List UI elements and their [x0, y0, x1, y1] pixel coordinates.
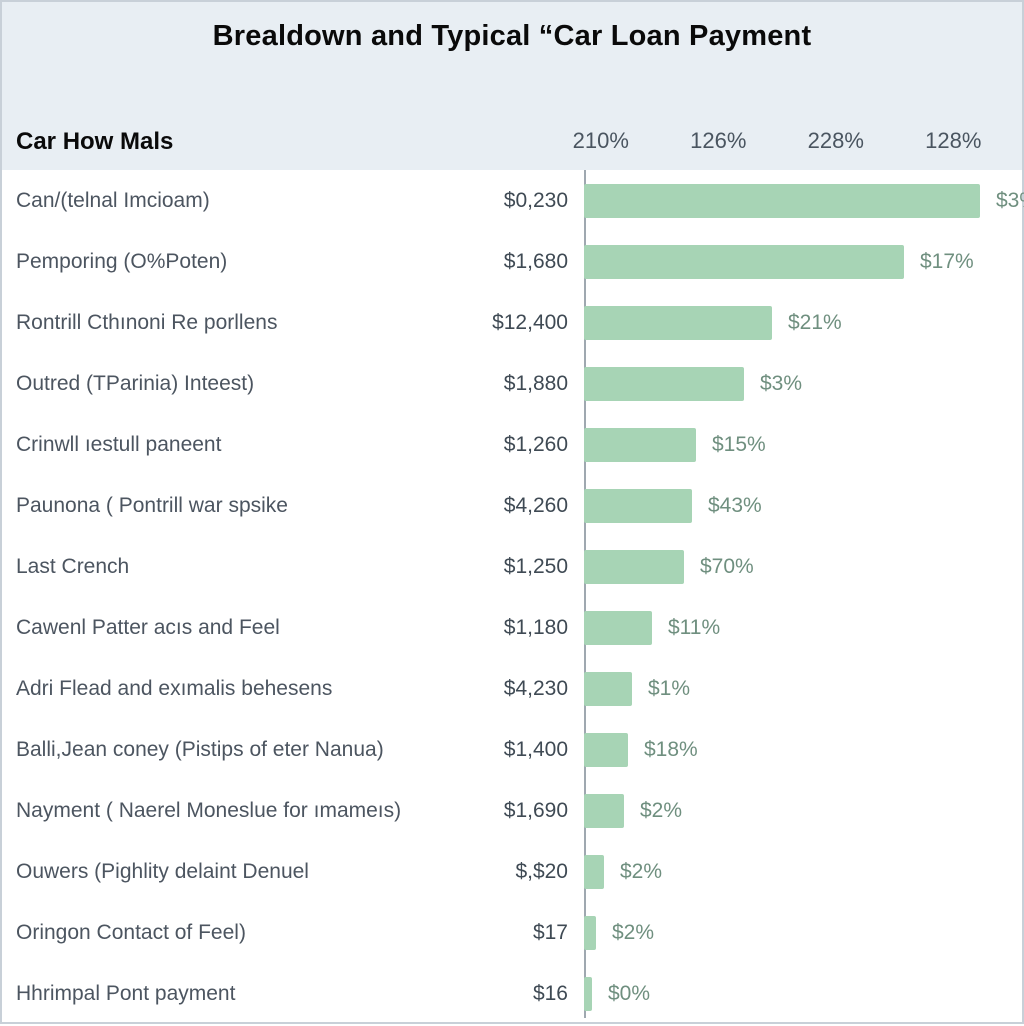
row-percent: $1% [648, 677, 690, 701]
row-amount: $1,260 [504, 433, 568, 457]
table-row: Rontrill Cthınoni Re porllens $12,400 $21% [2, 292, 1022, 353]
axis-labels: 210%126%228%128% [542, 128, 1012, 154]
table-row: Nayment ( Naerel Moneslue for ımameıs) $1… [2, 780, 1022, 841]
row-label: Oringon Contact of Feel) [16, 921, 246, 945]
row-percent: $3% [996, 189, 1024, 213]
row-percent: $43% [708, 494, 762, 518]
row-bar [584, 794, 624, 828]
row-bar [584, 672, 632, 706]
row-amount: $4,260 [504, 494, 568, 518]
table-row: Balli,Jean coney (Pistips of eter Nanua)… [2, 719, 1022, 780]
row-amount: $12,400 [492, 311, 568, 335]
row-amount: $17 [533, 921, 568, 945]
chart-area: Can/(telnal Imcioam) $0,230 $3% Pemporing (… [2, 170, 1022, 1026]
row-percent: $17% [920, 250, 974, 274]
chart-frame: Brealdown and Typical “Car Loan Payment … [0, 0, 1024, 1024]
row-amount: $1,180 [504, 616, 568, 640]
header-band: Brealdown and Typical “Car Loan Payment … [2, 2, 1022, 170]
row-amount: $1,400 [504, 738, 568, 762]
row-percent: $21% [788, 311, 842, 335]
table-row: Outred (TParinia) Inteest) $1,880 $3% [2, 353, 1022, 414]
row-label: Paunona ( Pontrill war spsike [16, 494, 288, 518]
table-row: Oringon Contact of Feel) $17 $2% [2, 902, 1022, 963]
table-row: Ouwers (Pighlity delaint Denuel $,$20 $2% [2, 841, 1022, 902]
row-label: Hhrimpal Pont payment [16, 982, 235, 1006]
row-amount: $1,880 [504, 372, 568, 396]
row-percent: $2% [620, 860, 662, 884]
row-amount: $,$20 [515, 860, 568, 884]
row-label: Nayment ( Naerel Moneslue for ımameıs) [16, 799, 401, 823]
row-bar [584, 306, 772, 340]
subhead-row: Car How Mals 210%126%228%128% [2, 128, 1022, 156]
row-bar [584, 367, 744, 401]
table-row: Adri Flead and exımalis behesens $4,230 $1… [2, 658, 1022, 719]
row-bar [584, 550, 684, 584]
category-header: Car How Mals [2, 128, 173, 156]
table-row: Last Crench $1,250 $70% [2, 536, 1022, 597]
table-row: Cawenl Patter acıs and Feel $1,180 $11% [2, 597, 1022, 658]
table-row: Hhrimpal Pont payment $16 $0% [2, 963, 1022, 1024]
rows-container: Can/(telnal Imcioam) $0,230 $3% Pemporing (… [2, 170, 1022, 1026]
row-amount: $1,680 [504, 250, 568, 274]
row-percent: $2% [640, 799, 682, 823]
row-label: Ouwers (Pighlity delaint Denuel [16, 860, 309, 884]
row-bar [584, 916, 596, 950]
axis-label: 210% [542, 128, 660, 154]
row-label: Balli,Jean coney (Pistips of eter Nanua) [16, 738, 384, 762]
row-label: Pemporing (O%Poten) [16, 250, 227, 274]
row-amount: $1,690 [504, 799, 568, 823]
row-label: Can/(telnal Imcioam) [16, 189, 210, 213]
axis-label: 228% [777, 128, 895, 154]
table-row: Pemporing (O%Poten) $1,680 $17% [2, 231, 1022, 292]
row-bar [584, 977, 592, 1011]
row-label: Rontrill Cthınoni Re porllens [16, 311, 277, 335]
table-row: Can/(telnal Imcioam) $0,230 $3% [2, 170, 1022, 231]
row-label: Last Crench [16, 555, 129, 579]
axis-label: 126% [660, 128, 778, 154]
row-amount: $4,230 [504, 677, 568, 701]
row-bar [584, 428, 696, 462]
row-percent: $0% [608, 982, 650, 1006]
row-bar [584, 733, 628, 767]
row-percent: $3% [760, 372, 802, 396]
row-bar [584, 245, 904, 279]
row-percent: $18% [644, 738, 698, 762]
row-bar [584, 184, 980, 218]
table-row: Paunona ( Pontrill war spsike $4,260 $43% [2, 475, 1022, 536]
row-percent: $2% [612, 921, 654, 945]
axis-label: 128% [895, 128, 1013, 154]
row-bar [584, 855, 604, 889]
row-label: Cawenl Patter acıs and Feel [16, 616, 280, 640]
table-row: Crinwll ıestull paneent $1,260 $15% [2, 414, 1022, 475]
row-label: Adri Flead and exımalis behesens [16, 677, 332, 701]
chart-title: Brealdown and Typical “Car Loan Payment [2, 2, 1022, 53]
row-label: Outred (TParinia) Inteest) [16, 372, 254, 396]
row-label: Crinwll ıestull paneent [16, 433, 221, 457]
row-percent: $11% [668, 616, 720, 640]
row-amount: $1,250 [504, 555, 568, 579]
row-amount: $16 [533, 982, 568, 1006]
row-bar [584, 489, 692, 523]
row-bar [584, 611, 652, 645]
row-percent: $15% [712, 433, 766, 457]
row-percent: $70% [700, 555, 754, 579]
row-amount: $0,230 [504, 189, 568, 213]
